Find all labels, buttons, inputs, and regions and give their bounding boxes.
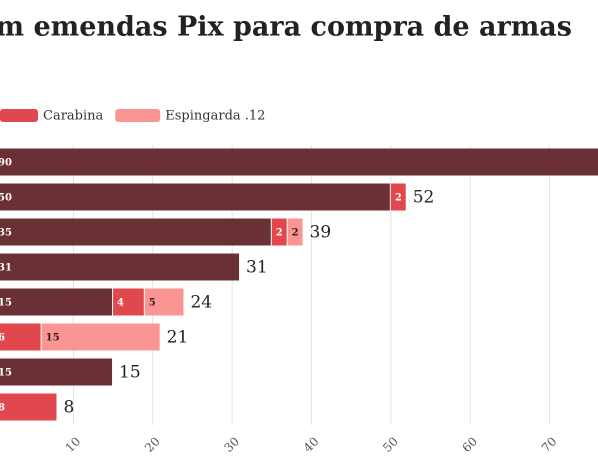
legend-label: Carabina (43, 109, 104, 124)
bar-segment (0, 288, 113, 316)
x-tick-label: 30 (221, 434, 242, 455)
total-label: 15 (119, 363, 141, 383)
total-label: 52 (413, 188, 435, 208)
legend-swatch (115, 109, 161, 122)
legend-label: Espingarda .12 (165, 109, 265, 124)
x-tick-label: 10 (63, 434, 84, 455)
segment-label: 50 (0, 193, 12, 204)
x-tick-label: 20 (142, 434, 163, 455)
bar-segment (0, 183, 390, 211)
bar-segment (271, 218, 287, 246)
bar-segment (0, 253, 240, 281)
segment-label: 15 (46, 333, 60, 344)
segment-label: 15 (0, 368, 12, 379)
segment-label: 15 (0, 298, 12, 309)
chart-title: saram emendas Pix para compra de armas (0, 12, 572, 43)
x-tick-label: 40 (301, 434, 322, 455)
segment-label: 4 (117, 298, 124, 309)
bar-segment (287, 218, 303, 246)
segment-label: 6 (0, 333, 5, 344)
total-label: 31 (246, 258, 268, 278)
bar-segment (0, 323, 41, 351)
segment-label: 8 (0, 403, 5, 414)
segment-label: 2 (395, 193, 402, 204)
bar-segment (0, 148, 598, 176)
bar-segment (0, 393, 57, 421)
bar-segment (41, 323, 160, 351)
segment-label: 2 (276, 228, 283, 239)
segment-label: 5 (149, 298, 156, 309)
total-label: 24 (190, 293, 212, 313)
x-tick-label: 70 (539, 434, 560, 455)
bar-segment (113, 288, 144, 316)
total-label: 8 (63, 398, 74, 418)
bar-segment (144, 288, 184, 316)
segment-label: 35 (0, 228, 12, 239)
segment-label: 31 (0, 263, 12, 274)
x-tick-label: 50 (380, 434, 401, 455)
total-label: 39 (310, 223, 332, 243)
bar-segment (0, 358, 113, 386)
segment-label: 90 (0, 158, 12, 169)
x-tick-label: 60 (460, 434, 481, 455)
segment-label: 2 (292, 228, 299, 239)
bar-segment (0, 218, 271, 246)
legend-swatch (0, 109, 38, 122)
total-label: 21 (167, 328, 189, 348)
bar-segment (390, 183, 406, 211)
